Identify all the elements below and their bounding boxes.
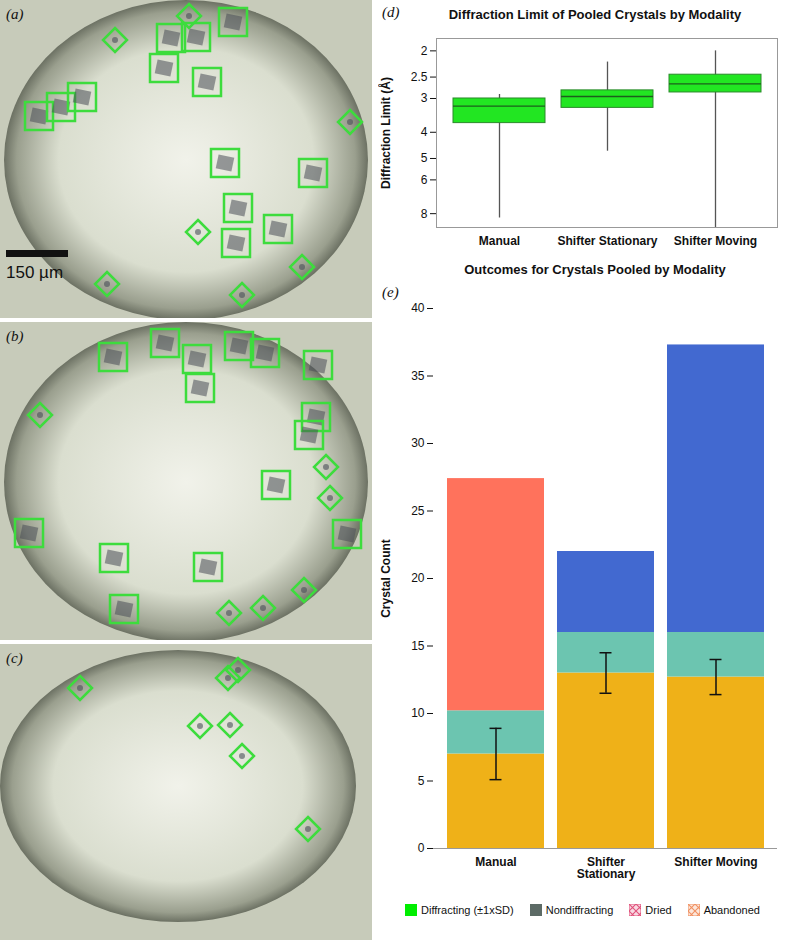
svg-text:Shifter Stationary: Shifter Stationary (557, 234, 657, 248)
html-text:Nondiffracting: Nondiffracting (545, 904, 614, 916)
svg-text:20: 20 (411, 571, 425, 585)
svg-text:6: 6 (421, 173, 428, 187)
svg-text:ShifterStationary: ShifterStationary (577, 855, 636, 881)
svg-text:8: 8 (421, 207, 428, 221)
svg-text:25: 25 (411, 504, 425, 518)
svg-text:15: 15 (411, 639, 425, 653)
html-text:Dried: Dried (645, 904, 672, 916)
svg-text:Diffraction Limit (Å): Diffraction Limit (Å) (378, 77, 393, 189)
svg-text:4: 4 (421, 125, 428, 139)
html-text:Outcomes for Crystals Pooled b: Outcomes for Crystals Pooled by Modality (464, 262, 726, 277)
svg-text:Shifter Moving: Shifter Moving (674, 855, 757, 869)
svg-text:0: 0 (418, 841, 425, 855)
svg-text:2.5: 2.5 (411, 70, 428, 84)
svg-text:2: 2 (421, 44, 428, 58)
svg-text:5: 5 (421, 151, 428, 165)
html-text:Diffraction Limit of Pooled Cr: Diffraction Limit of Pooled Crystals by … (448, 7, 742, 22)
svg-text:(b): (b) (6, 328, 24, 345)
svg-text:Manual: Manual (479, 234, 520, 248)
svg-text:(c): (c) (6, 650, 23, 667)
svg-text:35: 35 (411, 369, 425, 383)
svg-text:5: 5 (418, 774, 425, 788)
html-text:Diffracting (±1xSD): Diffracting (±1xSD) (421, 904, 514, 916)
svg-text:Shifter Moving: Shifter Moving (674, 234, 757, 248)
svg-text:10: 10 (411, 706, 425, 720)
html-text:Abandoned: Abandoned (703, 904, 760, 916)
svg-text:30: 30 (411, 436, 425, 450)
svg-text:150 µm: 150 µm (6, 263, 63, 282)
svg-text:Crystal Count: Crystal Count (379, 539, 393, 618)
svg-text:Manual: Manual (475, 855, 516, 869)
svg-text:3: 3 (421, 91, 428, 105)
svg-text:(a): (a) (6, 6, 24, 23)
html-text:(d): (d) (382, 4, 400, 20)
html-text:(e): (e) (382, 284, 399, 300)
svg-text:40: 40 (411, 301, 425, 315)
